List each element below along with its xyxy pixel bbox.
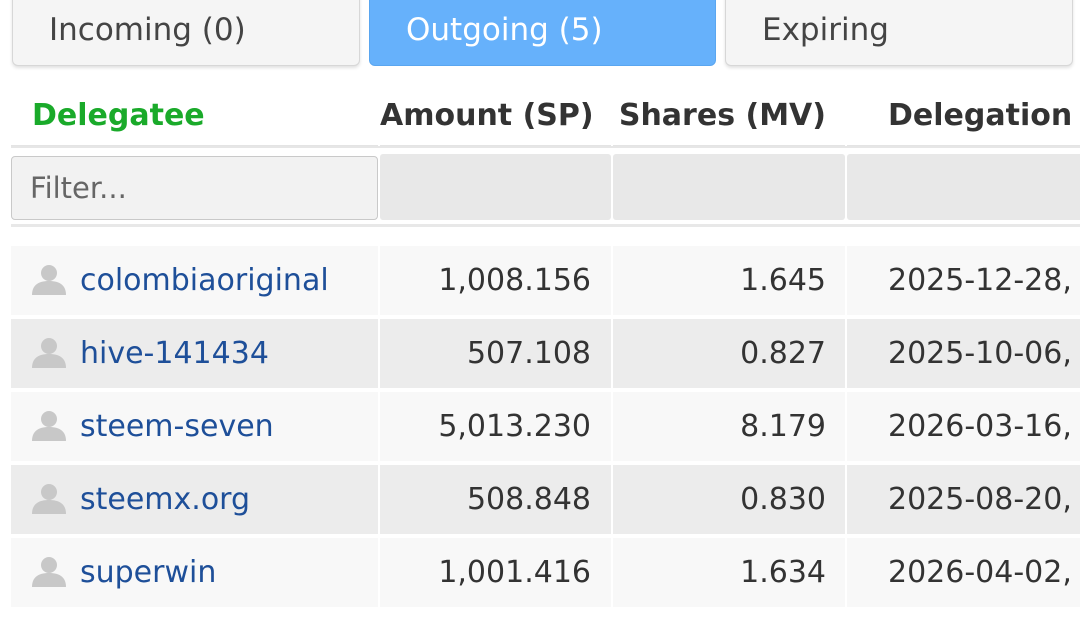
user-avatar-icon [31, 263, 67, 295]
column-gap [611, 538, 613, 607]
user-avatar-icon [31, 555, 67, 587]
column-gap [611, 465, 613, 534]
user-avatar-icon [31, 336, 67, 368]
amount-cell: 1,001.416 [380, 538, 611, 607]
amount-filter-cell [380, 154, 611, 220]
delegatee-cell: superwin [11, 538, 378, 607]
column-gap [845, 538, 847, 607]
delegation-time-cell: 2025-08-20, 1 [888, 482, 1080, 517]
amount-cell: 507.108 [466, 336, 591, 371]
tab-outgoing[interactable]: Outgoing (5) [369, 0, 716, 66]
column-gap [611, 246, 613, 315]
column-gap [378, 392, 380, 461]
header-divider [11, 146, 1080, 148]
column-gap [845, 392, 847, 461]
shares-cell: 8.179 [613, 392, 845, 461]
delegation-time-cell: 2025-10-06, 1 [888, 336, 1080, 371]
delegatee-cell: steemx.org [11, 465, 378, 534]
shares-cell: 0.830 [740, 482, 826, 517]
delegatee-link[interactable]: superwin [80, 555, 217, 590]
user-avatar-icon [31, 409, 67, 441]
tab-expiring[interactable]: Expiring [725, 0, 1073, 66]
filter-row [11, 152, 1080, 222]
column-gap [378, 246, 380, 315]
delegation-time-cell: 2026-04-02, 2 [888, 555, 1080, 590]
column-header-shares[interactable]: Shares (MV) [613, 82, 845, 146]
table-row: hive-141434 507.108 0.827 2025-10-06, 1 [11, 319, 1080, 388]
tab-expiring-label: Expiring [762, 12, 889, 48]
time-filter-cell [847, 154, 1080, 220]
column-gap [845, 465, 847, 534]
shares-cell: 0.827 [740, 336, 826, 371]
table-row: steemx.org 508.848 0.830 2025-08-20, 1 [11, 465, 1080, 534]
column-header-delegation-time[interactable]: Delegation T [847, 82, 1080, 146]
delegatee-link[interactable]: steem-seven [80, 409, 274, 444]
tab-outgoing-label: Outgoing (5) [406, 12, 603, 48]
shares-cell: 1.634 [613, 538, 845, 607]
delegatee-link[interactable]: steemx.org [80, 482, 251, 517]
table-row: steem-seven 5,013.230 8.179 2026-03-16, … [11, 392, 1080, 461]
amount-cell: 1,008.156 [380, 246, 611, 315]
column-gap [845, 319, 847, 388]
delegatee-link[interactable]: hive-141434 [80, 336, 269, 371]
amount-cell: 508.848 [466, 482, 591, 517]
tab-incoming-label: Incoming (0) [49, 12, 246, 48]
column-gap [611, 392, 613, 461]
delegatee-filter-input[interactable] [11, 156, 378, 220]
tab-incoming[interactable]: Incoming (0) [12, 0, 360, 66]
shares-filter-cell [613, 154, 845, 220]
column-gap [611, 319, 613, 388]
delegatee-link[interactable]: colombiaoriginal [80, 263, 329, 298]
delegatee-cell: steem-seven [11, 392, 378, 461]
column-gap [378, 538, 380, 607]
delegatee-cell: colombiaoriginal [11, 246, 378, 315]
column-header-delegatee[interactable]: Delegatee [11, 82, 378, 146]
table-row: colombiaoriginal 1,008.156 1.645 2025-12… [11, 246, 1080, 315]
filter-divider [11, 224, 1080, 227]
delegation-time-cell: 2025-12-28, 1 [888, 263, 1080, 298]
shares-cell: 1.645 [613, 246, 845, 315]
table-row: superwin 1,001.416 1.634 2026-04-02, 2 [11, 538, 1080, 607]
amount-cell: 5,013.230 [380, 392, 611, 461]
user-avatar-icon [31, 482, 67, 514]
column-header-amount[interactable]: Amount (SP) [380, 82, 611, 146]
column-gap [845, 246, 847, 315]
column-gap [378, 319, 380, 388]
delegation-time-cell: 2026-03-16, 0 [888, 409, 1080, 444]
delegatee-cell: hive-141434 [11, 319, 378, 388]
delegations-table: Delegatee Amount (SP) Shares (MV) Delega… [11, 82, 1080, 625]
column-gap [378, 465, 380, 534]
